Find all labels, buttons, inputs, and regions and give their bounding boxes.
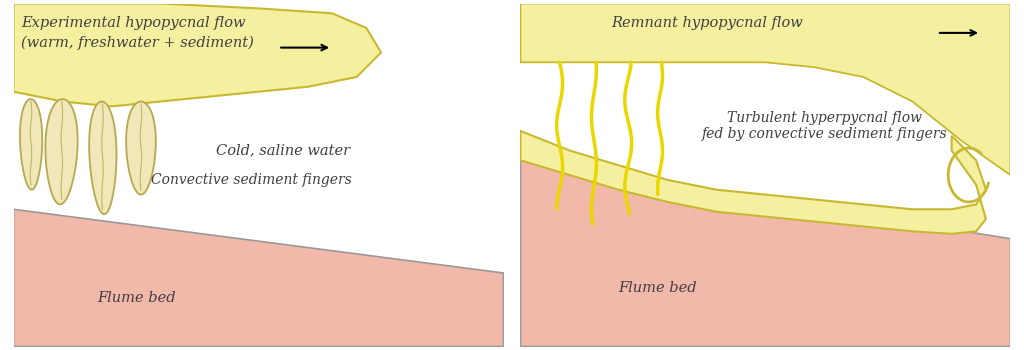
Polygon shape [126,102,156,195]
Polygon shape [13,209,504,346]
Text: Convective sediment fingers: Convective sediment fingers [151,173,351,187]
Text: Remnant hypopycnal flow: Remnant hypopycnal flow [610,16,803,30]
Text: Cold, saline water: Cold, saline water [216,144,350,158]
Polygon shape [20,99,42,190]
Text: Experimental hypopycnal flow: Experimental hypopycnal flow [20,16,246,30]
Text: Flume bed: Flume bed [618,281,697,295]
Polygon shape [89,102,117,214]
Polygon shape [520,160,1011,346]
Text: (warm, freshwater + sediment): (warm, freshwater + sediment) [20,35,254,50]
Polygon shape [45,99,78,204]
Polygon shape [13,4,381,106]
Polygon shape [520,4,1011,175]
Text: Flume bed: Flume bed [96,290,175,304]
Text: Turbulent hyperpycnal flow
fed by convective sediment fingers: Turbulent hyperpycnal flow fed by convec… [701,111,947,141]
Polygon shape [520,131,986,234]
